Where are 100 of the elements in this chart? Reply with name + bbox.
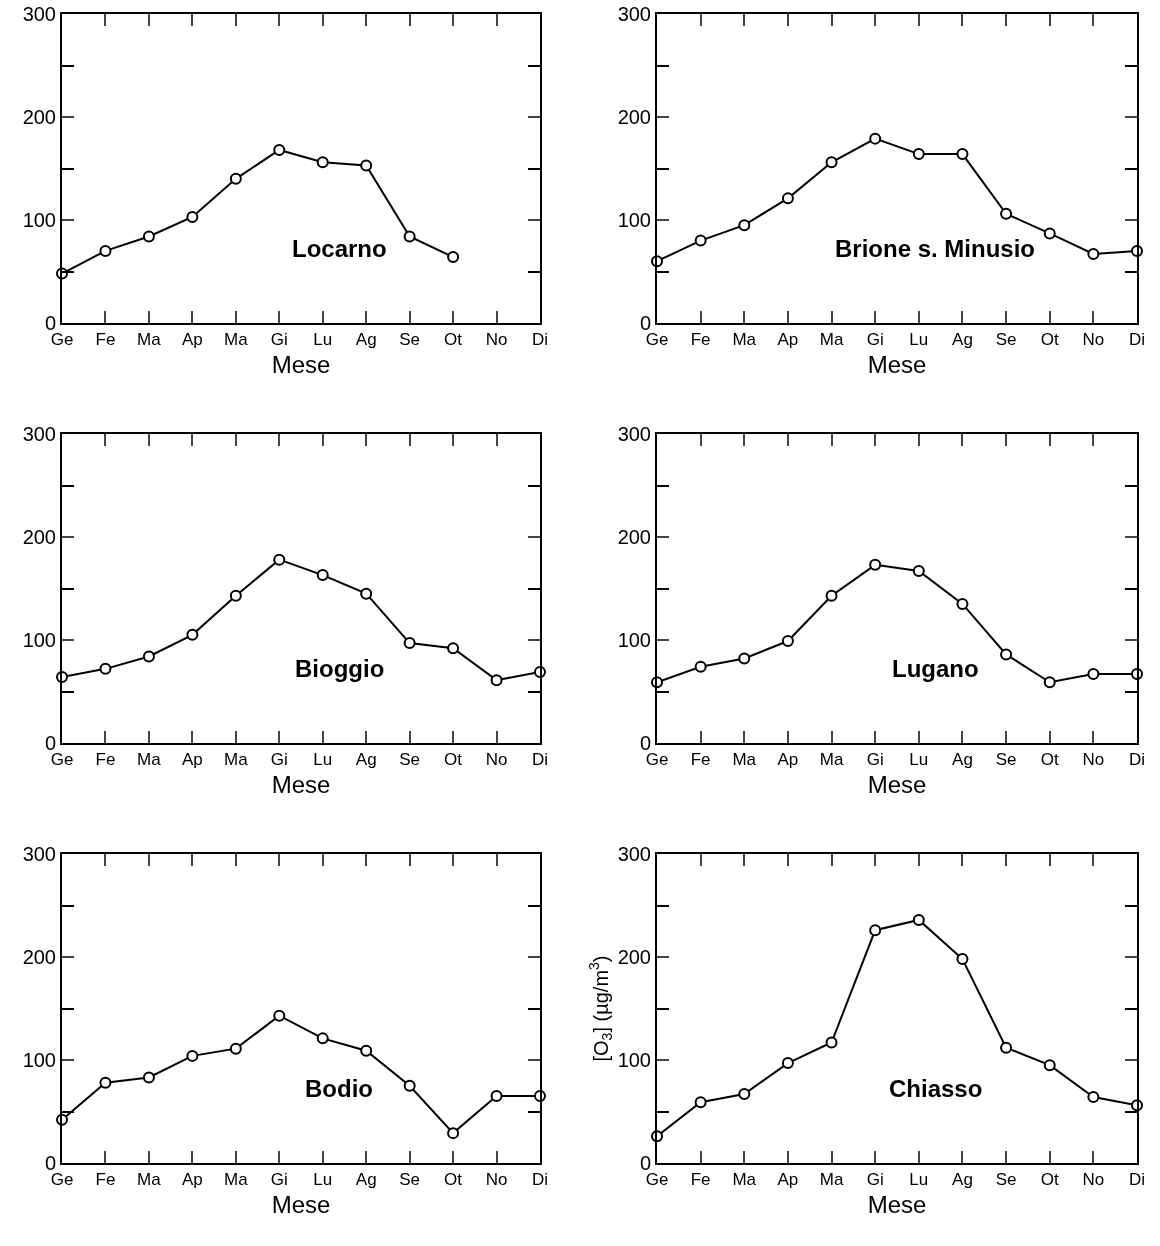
x-tick-label: Fe <box>690 750 711 770</box>
point <box>912 913 925 926</box>
x-tick-label: Gi <box>866 1170 884 1190</box>
x-tick-label: Di <box>531 1170 549 1190</box>
x-tick-label: Gi <box>866 750 884 770</box>
annotation: Locarno <box>292 235 387 262</box>
point <box>956 597 969 610</box>
point <box>273 143 286 156</box>
point <box>142 230 155 243</box>
point <box>403 230 416 243</box>
point <box>99 244 112 257</box>
point <box>316 1032 329 1045</box>
point <box>1000 1041 1013 1054</box>
annotation: Chiasso <box>889 1075 983 1102</box>
point <box>1000 648 1013 661</box>
x-tick-label: Ma <box>137 750 162 770</box>
point <box>142 650 155 663</box>
point <box>1087 247 1100 260</box>
x-tick-label: No <box>1082 750 1105 770</box>
x-tick-label: Ma <box>732 750 757 770</box>
x-tick-label: Fe <box>690 330 711 350</box>
point <box>99 1076 112 1089</box>
point <box>186 210 199 223</box>
x-tick-label: Ot <box>1040 750 1059 770</box>
point <box>186 1049 199 1062</box>
y-tick-label: 200 <box>617 526 651 548</box>
x-tick-label: No <box>485 1170 508 1190</box>
point <box>142 1071 155 1084</box>
point <box>490 674 503 687</box>
x-tick-label: Di <box>531 750 549 770</box>
annotation: Bodio <box>305 1075 373 1102</box>
point <box>273 1009 286 1022</box>
y-tick-label: 200 <box>22 946 56 968</box>
x-tick-label: Ot <box>1040 1170 1059 1190</box>
point <box>869 558 882 571</box>
point <box>1043 1059 1056 1072</box>
point <box>694 1096 707 1109</box>
y-tick-label: 100 <box>22 1049 56 1071</box>
point <box>912 148 925 161</box>
y-tick-label: 200 <box>617 106 651 128</box>
point <box>694 234 707 247</box>
point <box>186 628 199 641</box>
y-tick-label: 300 <box>22 843 56 865</box>
point <box>738 652 751 665</box>
point <box>229 1042 242 1055</box>
x-tick-label: Gi <box>866 330 884 350</box>
point <box>229 172 242 185</box>
annotation: Lugano <box>892 655 979 682</box>
x-tick-label: Gi <box>270 330 288 350</box>
x-tick-label: Ma <box>819 1170 844 1190</box>
point <box>781 192 794 205</box>
x-tick-label: Ap <box>777 1170 799 1190</box>
point <box>273 553 286 566</box>
x-tick-label: Ma <box>224 330 249 350</box>
x-tick-label: Fe <box>95 330 116 350</box>
x-tick-label: Ma <box>819 330 844 350</box>
y-tick-label: 100 <box>617 1049 651 1071</box>
y-tick-label: 100 <box>617 629 651 651</box>
x-tick-label: Lu <box>313 750 333 770</box>
point <box>1087 667 1100 680</box>
x-tick-label: Se <box>995 1170 1017 1190</box>
x-tick-label: Lu <box>313 330 333 350</box>
x-tick-label: Fe <box>95 750 116 770</box>
x-tick-label: Ot <box>1040 330 1059 350</box>
y-tick-label: 100 <box>617 209 651 231</box>
point <box>1043 227 1056 240</box>
point <box>869 132 882 145</box>
point <box>1087 1091 1100 1104</box>
point <box>825 1036 838 1049</box>
x-tick-label: Se <box>399 330 421 350</box>
x-tick-label: Lu <box>909 1170 929 1190</box>
x-tick-label: Gi <box>270 1170 288 1190</box>
x-tick-label: Fe <box>690 1170 711 1190</box>
x-axis-title: Mese <box>867 351 927 379</box>
x-tick-label: Lu <box>909 750 929 770</box>
x-tick-label: Ma <box>732 1170 757 1190</box>
x-tick-label: Ag <box>355 330 377 350</box>
x-axis-title: Mese <box>867 1191 927 1219</box>
x-tick-label: Se <box>399 750 421 770</box>
x-tick-label: No <box>1082 1170 1105 1190</box>
point <box>781 1057 794 1070</box>
x-tick-label: Fe <box>95 1170 116 1190</box>
point <box>360 159 373 172</box>
x-axis-title: Mese <box>867 771 927 799</box>
point <box>99 662 112 675</box>
point <box>956 953 969 966</box>
point <box>403 1079 416 1092</box>
x-tick-label: Ag <box>355 1170 377 1190</box>
y-tick-label: 200 <box>22 526 56 548</box>
point <box>447 251 460 264</box>
x-tick-label: Gi <box>270 750 288 770</box>
x-tick-label: Ma <box>224 1170 249 1190</box>
point <box>738 1087 751 1100</box>
x-tick-label: Ap <box>181 1170 203 1190</box>
point <box>825 589 838 602</box>
point <box>1043 676 1056 689</box>
x-tick-label: No <box>485 750 508 770</box>
x-tick-label: Di <box>1128 330 1146 350</box>
x-tick-label: Ap <box>777 750 799 770</box>
point <box>956 148 969 161</box>
